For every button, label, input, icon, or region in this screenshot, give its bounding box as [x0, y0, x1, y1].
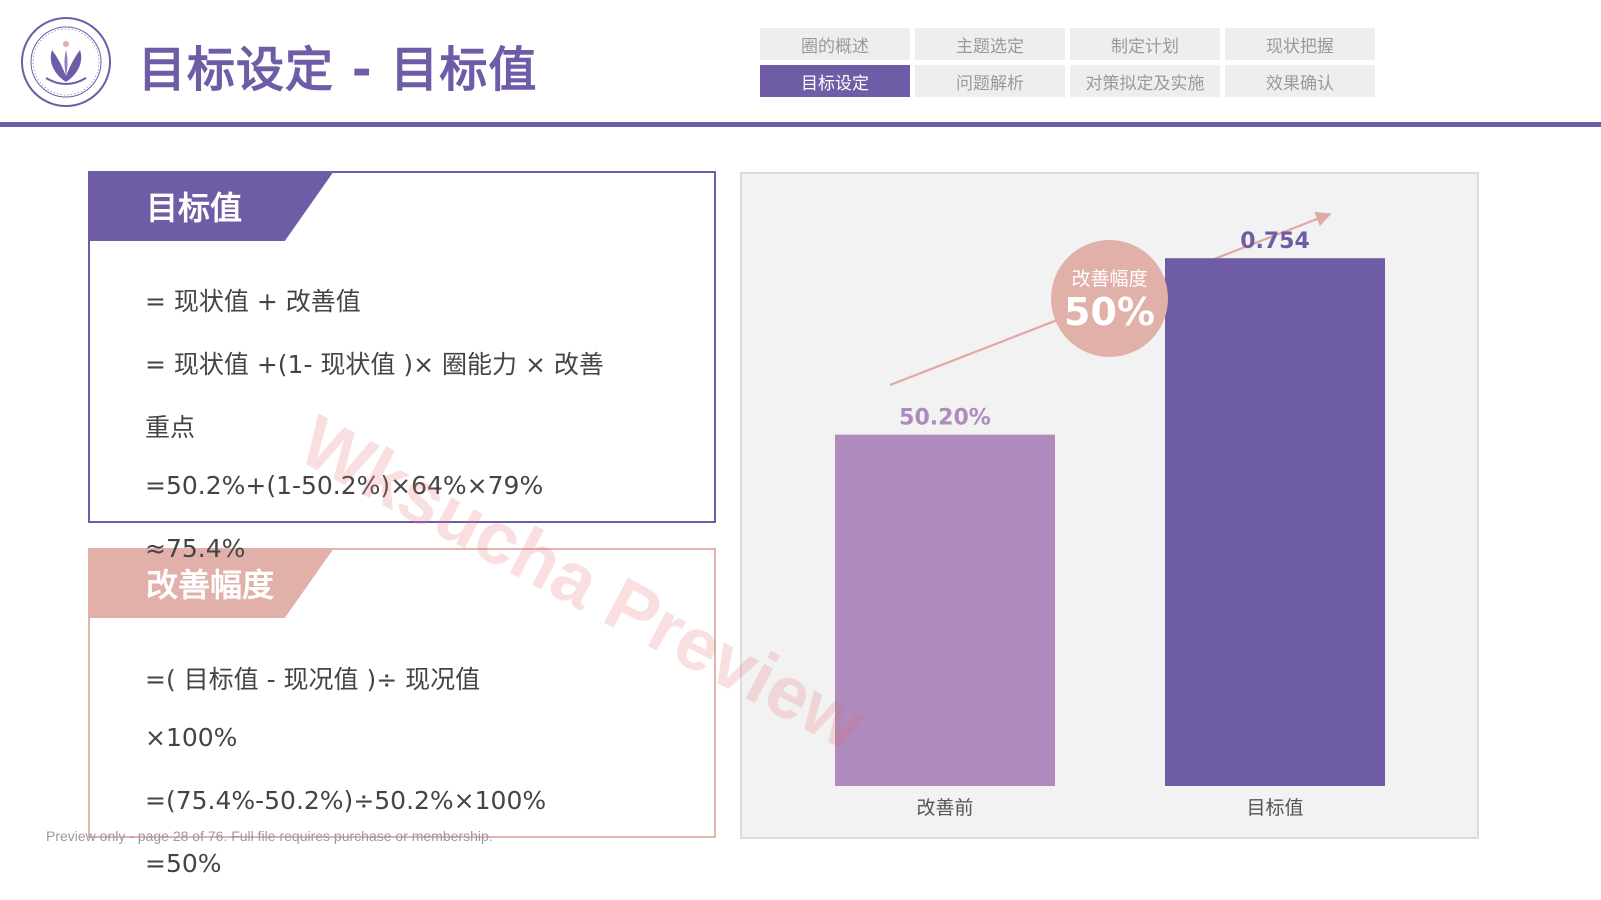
target-formula-line: =50.2%+(1-50.2%)×64%×79% — [145, 471, 544, 500]
nav-tab-countermeasures[interactable]: 对策拟定及实施 — [1070, 65, 1220, 97]
nav-tab-circle-overview[interactable]: 圈的概述 — [760, 28, 910, 60]
target-formula-line: = 现状值 +(1- 现状值 )× 圈能力 × 改善 — [145, 350, 604, 379]
target-value-box: 目标值 — [88, 171, 716, 523]
section-nav: 圈的概述 主题选定 制定计划 现状把握 目标设定 问题解析 对策拟定及实施 效果… — [760, 28, 1375, 97]
category-label: 改善前 — [916, 797, 973, 819]
header-divider — [0, 122, 1601, 127]
badge-label: 改善幅度 — [1071, 268, 1148, 290]
bar-1 — [835, 434, 1055, 786]
data-label: 0.754 — [1240, 229, 1310, 254]
bar-2 — [1165, 258, 1385, 786]
badge-value: 50% — [1064, 290, 1155, 334]
improvement-heading: 改善幅度 — [88, 548, 334, 618]
nav-tab-current-status[interactable]: 现状把握 — [1225, 28, 1375, 60]
improvement-formula-line: =( 目标值 - 现况值 )÷ 现况值 — [145, 665, 481, 694]
improvement-badge: 改善幅度 50% — [1051, 240, 1168, 357]
target-formula-line: 重点 — [145, 413, 196, 442]
improvement-formula-line: =(75.4%-50.2%)÷50.2%×100% — [145, 786, 547, 815]
category-label: 目标值 — [1246, 797, 1303, 819]
nav-tab-theme-selection[interactable]: 主题选定 — [915, 28, 1065, 60]
improvement-formula-line: =50% — [145, 849, 222, 878]
improvement-formula-line: ×100% — [145, 723, 238, 752]
target-formula-line: = 现状值 + 改善值 — [145, 287, 361, 316]
chart-panel: 50.20% 改善前 0.754 目标值 — [740, 172, 1479, 839]
hospital-logo — [21, 17, 111, 107]
target-formula-result: ≈75.4% — [145, 534, 246, 563]
data-label: 50.20% — [899, 406, 991, 431]
target-value-heading: 目标值 — [88, 171, 334, 241]
bar-chart: 50.20% 改善前 0.754 目标值 — [835, 211, 1385, 819]
nav-tab-plan[interactable]: 制定计划 — [1070, 28, 1220, 60]
preview-notice: Preview only - page 28 of 76. Full file … — [46, 828, 493, 844]
improvement-box: 改善幅度 — [88, 548, 716, 838]
page-title: 目标设定 - 目标值 — [138, 42, 538, 98]
nav-tab-goal-setting[interactable]: 目标设定 — [760, 65, 910, 97]
nav-tab-effect-confirmation[interactable]: 效果确认 — [1225, 65, 1375, 97]
nav-tab-problem-analysis[interactable]: 问题解析 — [915, 65, 1065, 97]
